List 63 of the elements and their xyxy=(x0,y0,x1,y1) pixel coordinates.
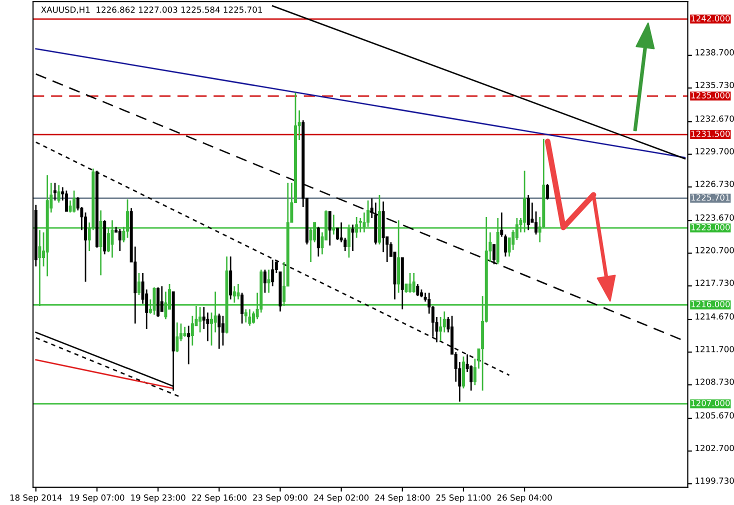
ref-line-label: 1231.500 xyxy=(691,130,730,137)
candlestick xyxy=(492,244,496,265)
y-tick-label: 1211.700 xyxy=(696,346,734,352)
x-tick-label: 22 Sep 16:00 xyxy=(192,494,246,502)
y-tick-label: 1226.730 xyxy=(696,180,734,188)
y-tick-label: 1235.730 xyxy=(696,82,734,88)
candlestick xyxy=(218,312,221,350)
ref-line-label: 1216.000 xyxy=(691,300,730,308)
candlestick xyxy=(118,228,122,252)
y-tick-label: 1208.730 xyxy=(696,378,734,385)
candlestick xyxy=(316,226,320,258)
candlestick xyxy=(236,283,240,300)
candlestick xyxy=(221,315,224,346)
ref-line-label: 1242.000 xyxy=(691,15,730,22)
candlestick xyxy=(534,210,538,236)
text: XAUUSD,H1 1226.862 1227.003 1225.584 1225.701 xyxy=(41,6,262,14)
candlestick xyxy=(408,272,412,294)
candlestick xyxy=(176,322,179,353)
x-tick-label: 24 Sep 02:00 xyxy=(314,494,369,502)
candlestick xyxy=(267,269,270,294)
candlestick xyxy=(137,272,140,296)
ref-line-label: 1223.000 xyxy=(691,224,730,230)
candlestick xyxy=(351,224,354,252)
y-tick-label: 1217.730 xyxy=(696,280,734,286)
x-tick-label: 19 Sep 23:00 xyxy=(131,494,186,502)
candlestick xyxy=(263,269,266,294)
candlestick xyxy=(504,234,507,258)
candlestick xyxy=(546,183,549,200)
x-tick-label: 26 Sep 04:00 xyxy=(497,494,552,502)
x-tick-label: 24 Sep 18:00 xyxy=(375,494,430,502)
candlestick xyxy=(500,212,504,238)
ref-line-label: 1235.000 xyxy=(691,92,730,98)
y-tick-label: 1220.700 xyxy=(696,247,734,254)
x-tick-label: 19 Sep 07:00 xyxy=(70,494,124,502)
candlestick xyxy=(57,184,60,204)
ref-line-label: 1225.701 xyxy=(691,194,730,201)
candlestick xyxy=(68,200,72,214)
y-tick-label: 1229.700 xyxy=(696,148,734,154)
candlestick xyxy=(271,259,274,287)
candlestick xyxy=(412,272,416,294)
x-tick-label: 25 Sep 11:00 xyxy=(436,494,491,502)
y-tick-label: 1202.700 xyxy=(696,444,734,452)
candlestick xyxy=(64,190,68,212)
candlestick xyxy=(244,308,248,324)
y-tick-label: 1214.670 xyxy=(696,313,734,320)
candlestick xyxy=(328,210,332,246)
candlestick xyxy=(72,190,76,214)
x-tick-label: 18 Sep 2014 xyxy=(10,494,62,502)
candlestick xyxy=(160,285,164,312)
candlestick xyxy=(183,326,186,338)
y-tick-label: 1223.670 xyxy=(696,214,734,221)
candlestick xyxy=(187,325,190,365)
candlestick xyxy=(190,315,194,346)
y-tick-label: 1238.700 xyxy=(696,49,734,56)
y-tick-label: 1199.730 xyxy=(696,478,734,484)
candlestick xyxy=(240,292,244,324)
y-tick-label: 1205.670 xyxy=(696,412,734,419)
candlestick xyxy=(53,182,56,202)
ref-line-label: 1207.000 xyxy=(691,400,730,406)
y-tick-label: 1232.670 xyxy=(696,115,734,122)
candlestick xyxy=(248,308,252,326)
x-tick-label: 23 Sep 09:00 xyxy=(253,494,308,502)
candlestick xyxy=(416,283,420,297)
